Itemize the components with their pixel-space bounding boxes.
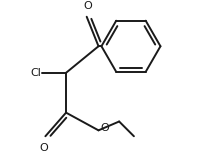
Text: Cl: Cl [31, 68, 42, 78]
Text: O: O [40, 143, 48, 153]
Text: O: O [84, 1, 93, 11]
Text: O: O [101, 123, 110, 133]
